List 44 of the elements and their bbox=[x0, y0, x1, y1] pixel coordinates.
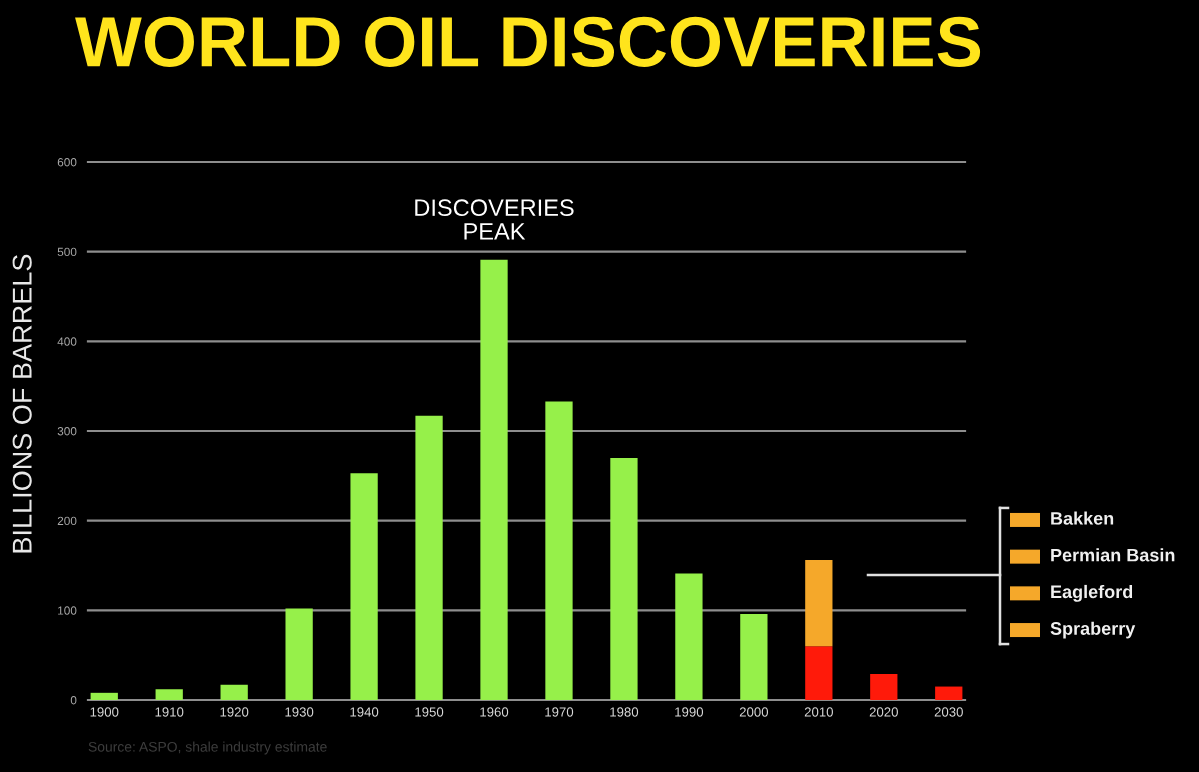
x-tick-label: 1920 bbox=[220, 707, 249, 717]
y-tick-label: 400 bbox=[57, 337, 77, 346]
x-tick-label: 1970 bbox=[545, 707, 574, 717]
bar bbox=[805, 646, 833, 700]
bar bbox=[155, 689, 183, 700]
x-tick-label: 1950 bbox=[415, 707, 444, 717]
bar bbox=[935, 686, 963, 700]
x-tick-label: 2010 bbox=[804, 707, 833, 717]
bar bbox=[740, 613, 768, 700]
bar bbox=[545, 401, 573, 700]
annotation: DISCOVERIES PEAK bbox=[415, 199, 574, 240]
x-tick-label: 1980 bbox=[610, 707, 639, 717]
bar bbox=[220, 684, 248, 700]
bar bbox=[610, 457, 638, 700]
x-tick-label: 1930 bbox=[285, 707, 314, 717]
bar bbox=[870, 674, 898, 700]
y-tick-label: 600 bbox=[57, 158, 77, 167]
x-tick-label: 1960 bbox=[480, 707, 509, 717]
text: Permian Basin bbox=[1051, 548, 1175, 562]
x-tick-label: 1940 bbox=[350, 707, 379, 717]
y-tick-label: 500 bbox=[57, 247, 77, 257]
bar bbox=[675, 573, 703, 700]
x-tick-label: 1900 bbox=[90, 707, 119, 717]
bar bbox=[415, 415, 443, 700]
x-tick-label: 1910 bbox=[155, 707, 184, 717]
y-tick-label: 300 bbox=[57, 427, 77, 436]
x-tick-label: 2020 bbox=[869, 707, 898, 717]
y-tick-label: 0 bbox=[70, 696, 77, 705]
bar bbox=[805, 560, 833, 647]
bar bbox=[90, 692, 118, 700]
bar bbox=[480, 259, 508, 700]
y-tick-label: 100 bbox=[58, 606, 77, 615]
source-note: Source: ASPO, shale industry estimate bbox=[88, 741, 327, 755]
bar bbox=[285, 608, 313, 700]
bar bbox=[350, 473, 378, 700]
x-tick-label: 2000 bbox=[739, 707, 769, 717]
text: Bakken bbox=[1051, 511, 1114, 525]
y-tick-label: 200 bbox=[57, 516, 77, 526]
text: Eagleford bbox=[1051, 584, 1133, 602]
chart-title: WORLD OIL DISCOVERIES bbox=[75, 16, 981, 68]
text: Spraberry bbox=[1050, 621, 1136, 639]
x-tick-label: 1990 bbox=[675, 707, 704, 717]
x-tick-label: 2030 bbox=[934, 707, 963, 717]
y-axis-title: BILLIONS OF BARRELS bbox=[12, 254, 32, 553]
